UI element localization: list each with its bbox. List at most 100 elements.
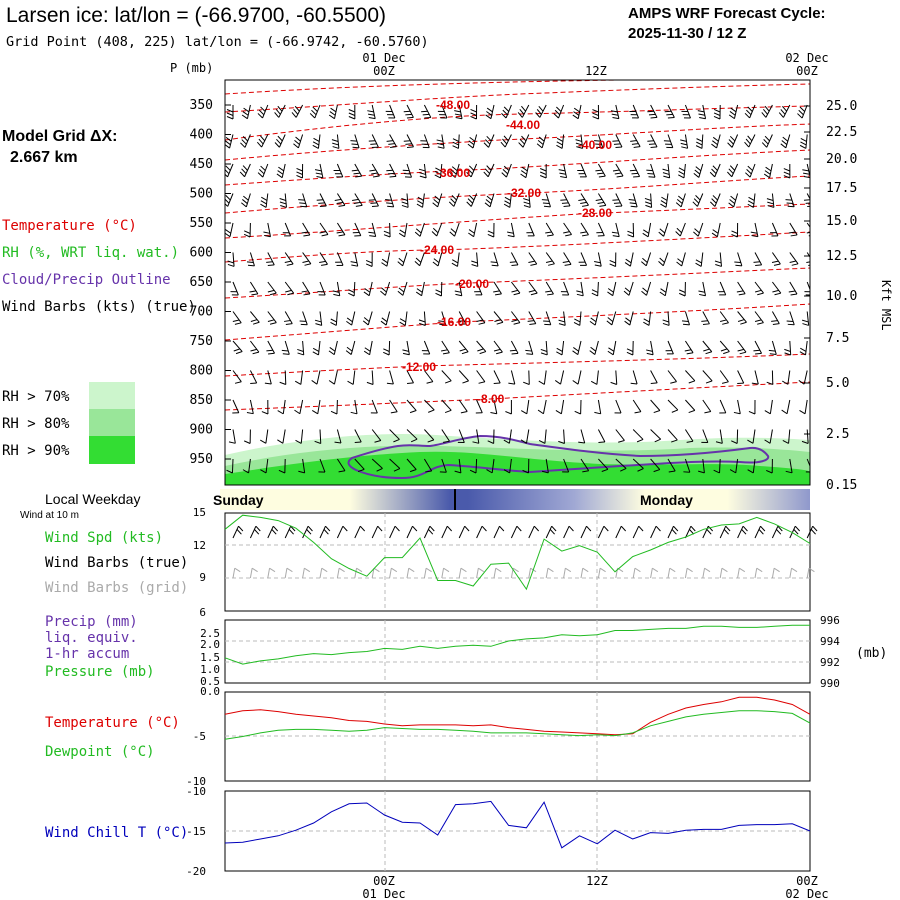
cross-section-barb — [346, 311, 356, 326]
cross-section-barb — [632, 429, 644, 443]
cross-section-barb — [256, 134, 269, 148]
cross-section-barb — [576, 281, 584, 297]
cross-section-barb — [556, 134, 565, 149]
pressure-tick: 800 — [190, 364, 213, 379]
cross-section-barb — [753, 340, 763, 355]
precip-tick: 2.5 — [200, 627, 220, 640]
cross-section-barb — [766, 193, 775, 208]
height-tick: 25.0 — [826, 99, 857, 114]
cross-section-barb — [281, 340, 290, 355]
cross-section-barb — [770, 222, 779, 237]
cross-section-barb — [511, 311, 521, 325]
isotherm-label: -16.00 — [437, 315, 471, 329]
isotherm-labels: -48.00 -44.00 -40.00 -36.00 -32.00 -28.00 -24.… — [402, 98, 612, 406]
cross-section-barb — [299, 311, 308, 326]
cross-section-barb — [316, 193, 327, 207]
cross-section-barb — [418, 311, 426, 326]
cross-section-barb — [474, 281, 483, 296]
cross-section-barb — [471, 252, 479, 267]
cross-section-barb — [228, 429, 236, 444]
cross-section-barb — [363, 281, 373, 297]
cross-section-barb — [573, 311, 582, 326]
cross-section-barb — [784, 340, 792, 356]
cross-section-barb — [483, 163, 495, 178]
cross-section-barb — [589, 311, 599, 326]
cross-section-barb — [545, 281, 554, 296]
cross-section-barb — [591, 281, 599, 297]
height-tick: 10.0 — [826, 289, 857, 304]
cross-section-barb — [692, 193, 704, 207]
cross-section-wind-barbs — [225, 104, 810, 474]
cross-section-barb — [658, 222, 669, 237]
cross-section-barb — [607, 281, 617, 297]
true-wind-barb — [563, 525, 574, 539]
cross-section-barb — [454, 281, 463, 297]
isotherm-line — [225, 149, 810, 186]
isotherm-label: -32.00 — [507, 186, 541, 200]
cross-section-barb — [789, 252, 799, 266]
cross-section-barb — [448, 193, 460, 207]
cross-section-barb — [335, 252, 344, 266]
chill-tick: -20 — [186, 865, 206, 878]
precip-tick: 0.0 — [200, 685, 220, 698]
cross-section-barb — [615, 429, 625, 443]
cross-section-barb — [719, 399, 727, 414]
cross-section-barb — [642, 222, 652, 238]
cross-section-barb — [397, 252, 408, 267]
cross-section-barb — [684, 340, 694, 355]
cross-section-barb — [799, 399, 808, 415]
station-title: Larsen ice: lat/lon = (-66.9700, -60.550… — [6, 4, 386, 27]
cross-section-barb — [267, 311, 277, 325]
cross-section-barb — [351, 163, 363, 178]
cross-section-barb — [354, 458, 365, 473]
cross-section-barb — [737, 370, 745, 384]
cross-section-barb — [797, 104, 808, 119]
cross-section-barb — [650, 399, 661, 414]
cross-section-barb — [267, 281, 277, 296]
cross-section-barb — [336, 222, 346, 237]
pressure-tick: 450 — [190, 157, 213, 172]
cross-section-barb — [717, 281, 727, 296]
true-wind-barb — [719, 525, 731, 539]
cross-section-barb — [663, 134, 674, 149]
cross-section-barb — [386, 163, 397, 178]
isotherm-line — [225, 203, 810, 239]
cross-section-barb — [490, 252, 499, 267]
rh90-label: RH > 90% — [2, 443, 70, 459]
cross-section-barb — [803, 193, 810, 207]
cross-section-barb — [402, 163, 412, 178]
legend-temperature-ts: Temperature (°C) — [45, 715, 180, 731]
cross-section-barb — [330, 311, 338, 326]
cross-section-barb — [274, 104, 286, 118]
cross-section-barb — [284, 311, 293, 325]
temperature-line — [224, 696, 811, 736]
cross-section-barb — [558, 163, 568, 179]
cross-section-barb — [641, 281, 652, 296]
model-grid-label: Model Grid ΔX: — [2, 128, 118, 145]
cross-section-barb — [466, 193, 478, 207]
cross-section-barb — [678, 281, 686, 297]
cross-section-barb — [493, 370, 501, 384]
cross-section-barb — [239, 163, 251, 178]
temp-tick: -10 — [186, 775, 206, 788]
legend-wind-barbs: Wind Barbs (kts) (true) — [2, 299, 196, 315]
cross-section-barb — [366, 370, 374, 385]
cross-section-barb — [370, 399, 378, 414]
grid-wind-barb — [389, 567, 398, 579]
cross-section-barb — [525, 340, 534, 355]
cross-section-barb — [424, 429, 435, 443]
cross-section-barb — [439, 458, 447, 473]
grid-wind-barb — [580, 567, 589, 579]
cross-section-barb — [595, 193, 607, 207]
isotherm-line — [225, 83, 810, 113]
cross-section-barb — [401, 193, 409, 208]
cross-section-barb — [240, 134, 251, 148]
cross-section-barb — [436, 134, 445, 149]
true-wind-barb — [302, 525, 313, 539]
cross-section-barb — [381, 252, 391, 267]
cross-section-barb — [241, 193, 251, 208]
cross-section-barb — [615, 458, 627, 472]
cross-section-barb — [647, 104, 658, 119]
cross-section-barb — [698, 281, 707, 297]
